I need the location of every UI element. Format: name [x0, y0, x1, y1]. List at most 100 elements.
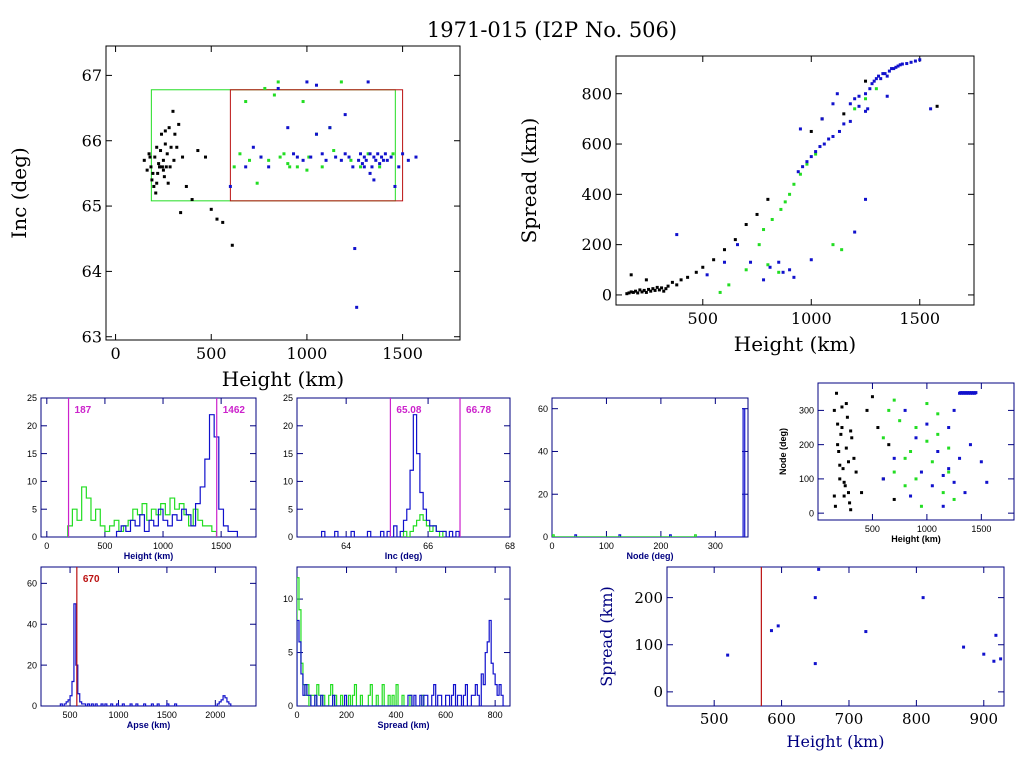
data-point-blue	[925, 422, 929, 426]
x-axis-label: Height (km)	[124, 551, 174, 561]
y-tick-label: 20	[283, 421, 293, 431]
data-point-black	[629, 273, 633, 277]
data-point-black	[196, 149, 200, 153]
data-point-black	[173, 132, 177, 136]
data-point-black	[722, 248, 726, 252]
data-point-black	[842, 494, 846, 498]
y-tick-label: 25	[283, 393, 293, 403]
data-point-blue	[868, 87, 872, 91]
data-point-blue	[358, 152, 362, 156]
marker-label: 66.78	[466, 405, 491, 416]
inc_hist-panel: 64 66 68 0 5 10 15 20 25 Inc (deg) 65.08 66.78	[283, 393, 515, 561]
data-point-blue	[251, 145, 255, 149]
data-point-blue	[864, 92, 868, 96]
data-point-blue	[368, 152, 372, 156]
x-tick-label: 1500	[382, 344, 423, 363]
data-point-black	[686, 275, 690, 279]
data-point-black	[161, 168, 165, 172]
data-point-blue	[389, 155, 393, 159]
data-point-blue	[276, 86, 280, 90]
data-point-blue	[385, 158, 389, 162]
data-point-blue	[974, 391, 978, 395]
data-point-green	[892, 398, 896, 402]
data-point-green	[718, 290, 722, 294]
data-point-black	[836, 422, 840, 426]
data-point-green	[267, 158, 271, 162]
data-point-blue	[835, 92, 839, 96]
inc_hist-marks	[320, 398, 461, 537]
data-point-green	[853, 107, 857, 111]
data-point-black	[843, 484, 847, 488]
x-tick-label: 1500	[157, 710, 177, 720]
data-point-black	[647, 287, 651, 291]
data-point-black	[657, 288, 661, 292]
marker-label: 65.08	[396, 405, 421, 416]
data-point-black	[833, 504, 837, 508]
data-point-blue	[314, 83, 318, 87]
y-tick-label: 10	[27, 477, 37, 487]
data-point-green	[358, 165, 362, 169]
data-point-blue	[397, 165, 401, 169]
data-point-black	[644, 278, 648, 282]
data-point-black	[156, 171, 160, 175]
data-point-blue	[874, 77, 878, 81]
data-point-blue	[909, 494, 913, 498]
data-point-black	[844, 446, 848, 450]
histogram-series-blue	[59, 603, 232, 706]
data-point-blue	[362, 155, 366, 159]
y-tick-label: 100	[799, 474, 814, 484]
data-point-black	[766, 197, 770, 201]
y-tick-label: 10	[283, 594, 293, 604]
data-point-blue	[762, 278, 766, 282]
data-point-blue	[792, 275, 796, 279]
data-point-black	[837, 450, 841, 453]
y-tick-label: 0	[543, 532, 548, 542]
data-point-green	[925, 439, 929, 443]
data-point-black	[840, 405, 844, 409]
inc_vs_height-panel: 0 500 1000 1500 63 64 65 66 67 Height (km) Inc (de…	[7, 45, 461, 391]
data-point-blue	[801, 165, 805, 169]
data-point-green	[919, 504, 923, 508]
data-point-blue	[244, 165, 248, 169]
x-axis-label: Height (km)	[787, 732, 885, 751]
data-point-black	[701, 265, 705, 269]
data-point-green	[788, 192, 792, 196]
data-point-black	[640, 290, 644, 294]
data-point-blue	[900, 62, 904, 66]
data-point-blue	[909, 60, 913, 64]
node_vs_height-panel: 500 1000 1500 0 100 200 300 Height (km) Node (de…	[778, 382, 1015, 544]
data-point-black	[849, 429, 853, 433]
node_vs_height-marks	[832, 391, 989, 512]
data-point-green	[798, 172, 802, 176]
data-point-black	[870, 395, 874, 399]
marker-label: 187	[75, 405, 92, 416]
marker-label: 670	[83, 574, 100, 585]
x-tick-label: 1000	[108, 710, 128, 720]
data-point-blue	[817, 567, 821, 571]
data-point-black	[755, 212, 759, 216]
histogram-series-green	[552, 534, 697, 537]
data-point-blue	[809, 155, 813, 159]
data-point-blue	[905, 62, 909, 66]
y-tick-label: 200	[581, 235, 612, 254]
histogram-series-blue	[552, 408, 746, 537]
data-point-blue	[864, 109, 868, 113]
data-point-black	[649, 289, 653, 293]
data-point-green	[805, 162, 809, 166]
x-axis-label: Height (km)	[222, 367, 344, 391]
data-point-blue	[864, 197, 868, 201]
y-axis-label: Spread (km)	[517, 118, 541, 244]
y-tick-label: 60	[538, 404, 548, 414]
spread_vs_height_zoom-panel: 500 600 700 800 900 0 100 200 Height (km) Spread …	[597, 566, 1005, 751]
selection-box-red	[229, 89, 404, 202]
data-point-black	[159, 132, 163, 136]
y-tick-label: 400	[581, 185, 612, 204]
data-point-blue	[892, 67, 896, 71]
data-point-blue	[982, 652, 986, 656]
data-point-black	[838, 477, 842, 481]
data-point-black	[846, 460, 850, 464]
data-point-blue	[918, 58, 922, 62]
data-point-blue	[788, 268, 792, 272]
data-point-black	[845, 415, 849, 419]
apse_hist-marks	[59, 567, 232, 706]
